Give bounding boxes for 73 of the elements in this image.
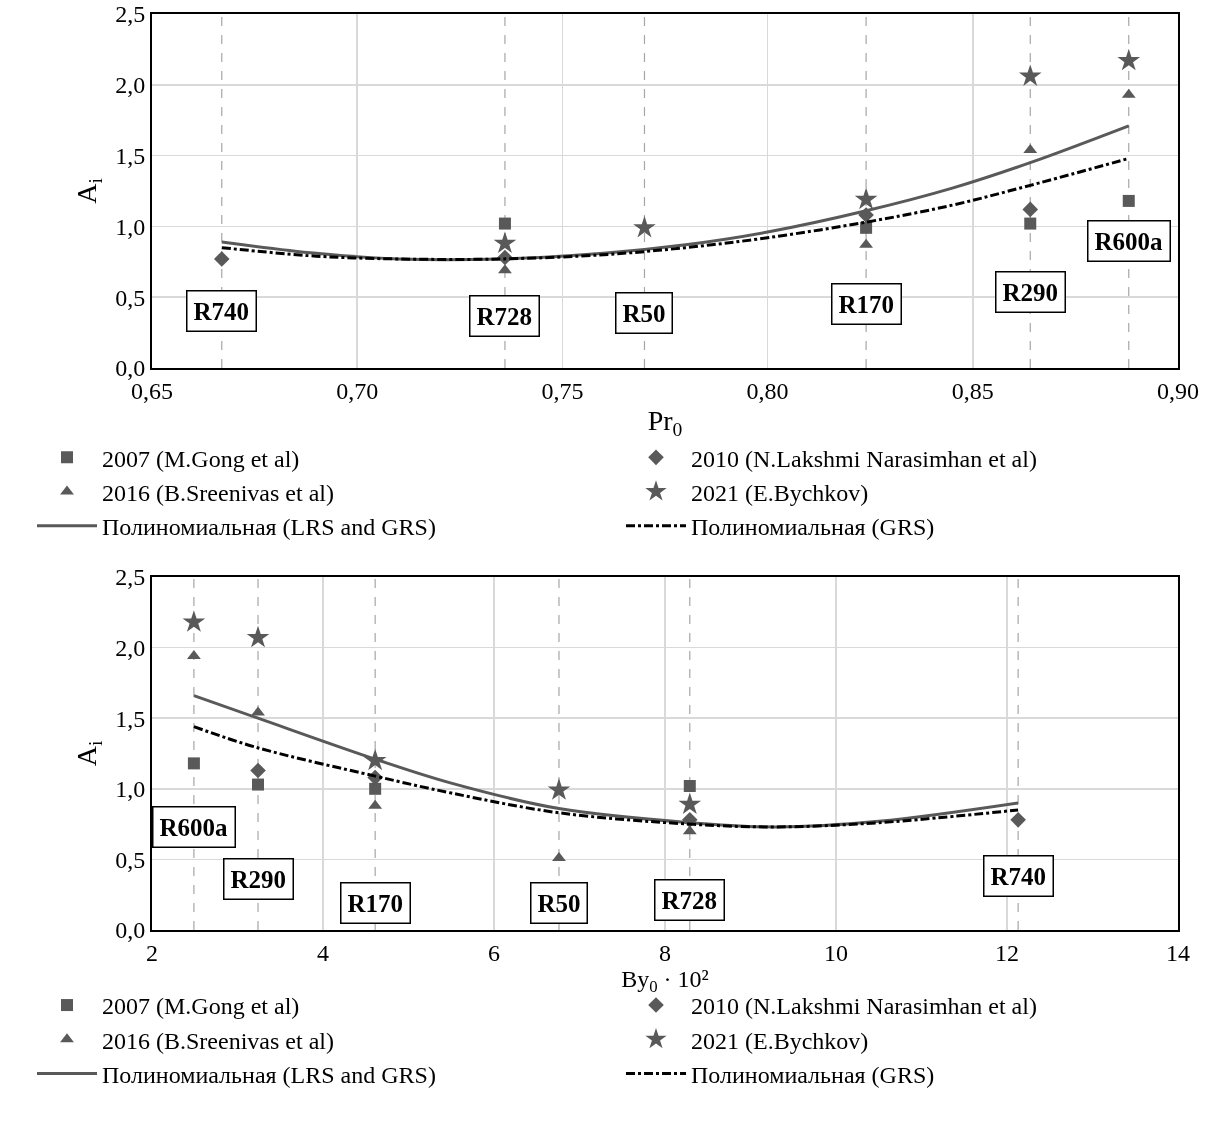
annotation: R50 [622, 299, 666, 327]
legend-label: 2010 (N.Lakshmi Narasimhan et al) [691, 993, 1037, 1020]
y-tick-label: 2,0 [115, 72, 146, 99]
point [683, 779, 696, 792]
x-tick-label: 0,70 [336, 377, 379, 404]
legend-label: Полиномиальная (GRS) [691, 1061, 935, 1088]
point [250, 762, 266, 779]
annotation: R290 [1002, 278, 1059, 306]
legend-label: Полиномиальная (LRS and GRS) [102, 1061, 436, 1088]
legend-label: 2021 (E.Bychkov) [691, 1027, 869, 1054]
point [182, 610, 206, 632]
y-tick-label: 0,5 [115, 846, 146, 873]
point [854, 187, 878, 210]
y-tick-label: 2,5 [115, 1, 146, 28]
x-tick-label: 0,80 [746, 377, 789, 404]
x-tick-label: 0,85 [951, 377, 994, 404]
x-tick-label: 4 [317, 939, 329, 966]
x-tick-label: 12 [995, 939, 1019, 966]
x-tick-label: 14 [1166, 939, 1190, 966]
point [1018, 64, 1042, 86]
legend-label: 2016 (B.Sreenivas et al) [102, 479, 334, 506]
point [246, 625, 270, 648]
point [498, 264, 512, 274]
point [498, 217, 511, 230]
point [552, 851, 566, 861]
x-axis-title: Pr$_{0}$ [647, 405, 683, 441]
y-tick-label: 2,5 [115, 564, 146, 591]
legend-label: 2021 (E.Bychkov) [691, 479, 869, 506]
x-tick-label: 0,90 [1157, 377, 1199, 404]
point [251, 706, 265, 716]
legend-label: Полиномиальная (LRS and GRS) [102, 514, 436, 541]
y-tick-label: 1,0 [115, 213, 146, 240]
legend-label: Полиномиальная (GRS) [691, 514, 935, 541]
legend-label: 2016 (B.Sreenivas et al) [102, 1027, 334, 1054]
x-tick-label: 0,75 [541, 377, 584, 404]
y-tick-label: 1,5 [115, 143, 146, 169]
legend-label: 2007 (M.Gong et al) [102, 445, 300, 472]
legend-label: 2010 (N.Lakshmi Narasimhan et al) [691, 445, 1037, 472]
point [1024, 217, 1037, 230]
annotation: R728 [476, 302, 533, 330]
point [213, 251, 230, 267]
point [369, 782, 382, 795]
x-tick-label: 2 [146, 939, 158, 966]
annotation: R290 [230, 865, 287, 893]
annotation: R50 [537, 889, 581, 917]
point [860, 221, 873, 234]
annotation: R740 [193, 297, 250, 325]
annotation: R600a [159, 813, 229, 841]
point [252, 778, 265, 791]
annotation: R600a [1094, 227, 1164, 255]
y-tick-label: 0,0 [115, 917, 146, 944]
x-tick-label: 8 [659, 939, 671, 966]
point [1117, 48, 1141, 71]
point [1022, 201, 1039, 218]
x-tick-label: 10 [824, 939, 848, 966]
annotation: R728 [661, 886, 718, 914]
point [1010, 812, 1026, 828]
point [493, 231, 517, 254]
y-tick-label: 1,5 [115, 705, 146, 732]
y-tick-label: 2,0 [115, 635, 146, 661]
x-tick-label: 6 [488, 939, 500, 966]
annotation: R170 [838, 290, 895, 318]
point [633, 215, 656, 238]
annotation: R740 [990, 862, 1047, 890]
annotation: R170 [347, 889, 404, 917]
point [1122, 194, 1135, 207]
x-axis-title: By$_{0}$ · 10² [621, 965, 709, 996]
y-tick-label: 0,5 [115, 284, 146, 311]
point [678, 792, 702, 814]
y-tick-label: 1,0 [115, 776, 146, 803]
point [187, 757, 200, 770]
point [547, 778, 571, 800]
legend-label: 2007 (M.Gong et al) [102, 993, 300, 1020]
